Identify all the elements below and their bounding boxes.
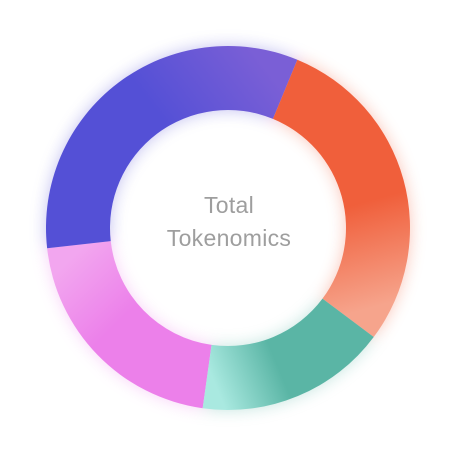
center-label-line-2: Tokenomics	[166, 225, 292, 251]
donut-slice-4[interactable]	[202, 298, 374, 410]
slices-layer	[45, 45, 411, 410]
center-label: Total Tokenomics	[129, 189, 329, 255]
donut-slice-1[interactable]	[47, 241, 212, 409]
center-label-line-1: Total	[203, 192, 255, 218]
donut-slice-2[interactable]	[45, 45, 298, 249]
donut-slice-3[interactable]	[272, 59, 411, 338]
